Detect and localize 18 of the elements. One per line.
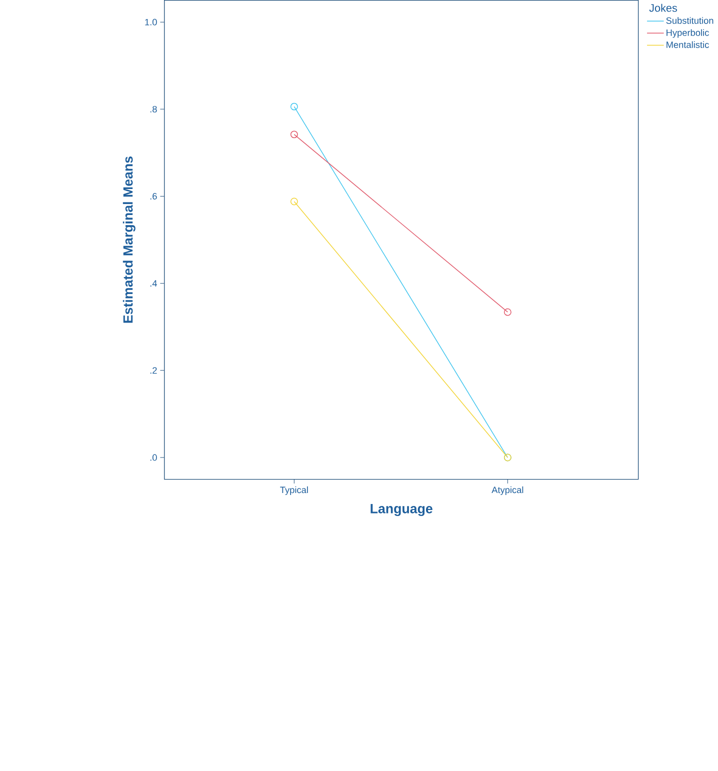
x-tick-label: Typical bbox=[280, 486, 308, 495]
y-tick-label: .2 bbox=[150, 367, 157, 374]
y-tick-label: .4 bbox=[150, 280, 157, 286]
x-axis-title: Language bbox=[370, 504, 432, 516]
y-axis-title: Estimated Marginal Means bbox=[122, 156, 136, 323]
y-tick-label: .8 bbox=[150, 106, 157, 112]
legend-title: Jokes bbox=[649, 4, 678, 12]
point bbox=[290, 198, 298, 206]
point bbox=[290, 130, 298, 138]
y-tick-label: .6 bbox=[150, 193, 157, 200]
x-tick-label: Atypical bbox=[492, 486, 524, 495]
legend-label: Hyperbolic bbox=[666, 29, 709, 38]
legend-label: Mentalistic bbox=[666, 41, 709, 48]
point bbox=[290, 102, 298, 110]
point bbox=[504, 308, 512, 316]
y-tick-label: 1.0 bbox=[145, 18, 157, 26]
y-tick-label: .0 bbox=[150, 454, 157, 461]
legend-label: Substitution bbox=[666, 17, 714, 24]
